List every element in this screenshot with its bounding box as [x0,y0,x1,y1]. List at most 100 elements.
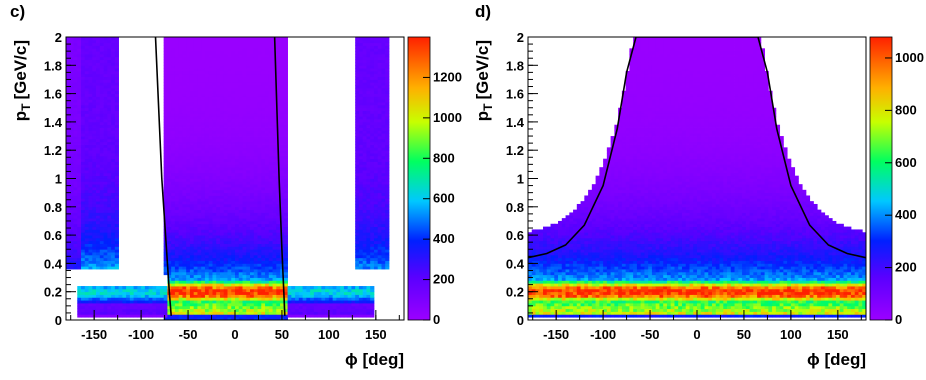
heatmap-cell [88,62,93,66]
heatmap-cell [276,104,281,109]
heatmap-cell [235,150,240,154]
heatmap-cell [235,212,240,216]
heatmap-cell [197,136,202,140]
heatmap-cell [235,246,240,250]
heatmap-cell [291,311,296,315]
heatmap-cell [107,116,112,120]
heatmap-cell [280,158,285,162]
heatmap-cell [325,291,330,295]
heatmap-cell [186,153,191,157]
heatmap-cell [88,127,93,131]
heatmap-cell [197,65,202,69]
heatmap-cell [178,85,183,89]
heatmap-cell [250,110,255,114]
heatmap-cell [216,300,221,304]
heatmap-cell [69,116,74,120]
heatmap-cell [189,249,195,253]
heatmap-cell [298,314,303,318]
heatmap-cell [118,311,123,315]
heatmap-cell [96,294,101,298]
heatmap-cell [171,283,176,287]
heatmap-cell [107,102,112,106]
heatmap-cell [114,308,119,312]
heatmap-cell [246,243,251,247]
heatmap-cell [235,317,240,320]
heatmap-cell [235,297,240,301]
heatmap-cell [69,51,74,55]
heatmap-cell [242,116,247,120]
heatmap-cell [276,65,281,69]
heatmap-cell [99,144,104,148]
heatmap-cell [238,153,243,157]
heatmap-cell [69,76,74,80]
heatmap-cell [238,68,243,72]
heatmap-cell [197,167,202,171]
heatmap-cell [283,133,288,137]
heatmap-cell [81,158,86,162]
heatmap-cell [219,286,225,290]
heatmap-cell [246,215,251,219]
heatmap-cell [103,198,108,202]
heatmap-cell [235,308,240,312]
heatmap-cell [216,144,221,148]
heatmap-cell [111,209,116,213]
heatmap-cell [317,314,322,318]
heatmap-cell [268,107,273,111]
heatmap-cell [69,206,74,211]
heatmap-cell [219,254,225,259]
heatmap-cell [265,164,270,168]
heatmap-cell [204,209,210,213]
heatmap-cell [283,153,288,157]
heatmap-cell [283,209,288,213]
heatmap-cell [219,260,225,264]
heatmap-cell [182,212,187,216]
heatmap-cell [77,104,82,109]
heatmap-cell [197,76,202,80]
heatmap-cell [204,124,210,128]
heatmap-cell [201,201,206,205]
heatmap-cell [261,107,266,111]
heatmap-cell [201,147,206,151]
heatmap-cell [295,300,300,304]
heatmap-cell [257,121,262,126]
heatmap-cell [246,178,251,182]
heatmap-cell [167,184,172,188]
heatmap-cell [257,232,262,236]
heatmap-cell [212,119,217,123]
heatmap-cell [261,147,266,151]
heatmap-cell [242,254,247,259]
heatmap-cell [92,39,97,44]
heatmap-cell [231,39,236,44]
heatmap-cell [216,237,221,242]
heatmap-cell [280,127,285,131]
heatmap-cell [107,303,112,307]
heatmap-cell [77,113,82,117]
heatmap-cell [204,232,210,236]
heatmap-cell [107,73,112,78]
heatmap-cell [212,305,217,310]
heatmap-cell [92,237,97,242]
heatmap-cell [212,138,217,143]
heatmap-cell [92,161,97,165]
heatmap-cell [223,257,228,261]
heatmap-cell [310,294,315,298]
heatmap-cell [253,215,258,219]
heatmap-cell [186,246,191,250]
heatmap-cell [88,257,93,261]
heatmap-cell [238,195,243,199]
heatmap-cell [250,317,255,320]
heatmap-cell [99,192,104,196]
heatmap-cell [204,215,210,219]
heatmap-cell [208,184,213,188]
heatmap-cell [283,138,288,143]
heatmap-cell [84,249,89,253]
heatmap-cell [204,136,210,140]
heatmap-cell [174,206,180,211]
heatmap-cell [163,87,168,92]
heatmap-cell [182,252,187,256]
heatmap-cell [231,212,236,216]
heatmap-cell [272,286,277,290]
heatmap-cell [212,269,217,273]
heatmap-cell [69,141,74,145]
heatmap-cell [250,37,255,41]
